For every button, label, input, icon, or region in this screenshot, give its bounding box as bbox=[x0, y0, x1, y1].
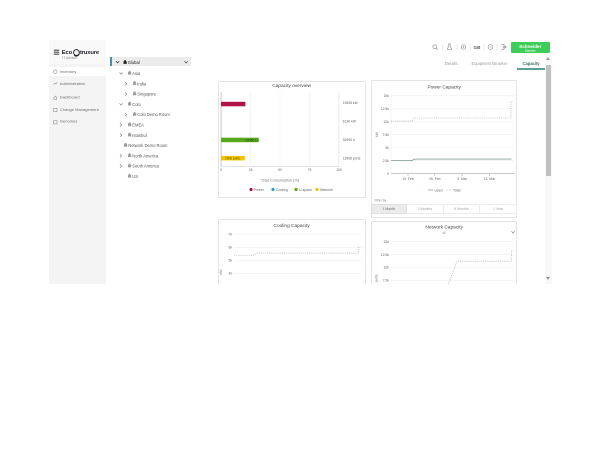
svg-text:5. Mar: 5. Mar bbox=[457, 176, 467, 180]
svg-text:15k: 15k bbox=[383, 93, 389, 97]
svg-text:Power Capacity: Power Capacity bbox=[427, 84, 461, 90]
svg-text:Inventory: Inventory bbox=[60, 69, 78, 74]
svg-text:North America: North America bbox=[132, 153, 159, 158]
svg-text:2.5k: 2.5k bbox=[382, 158, 389, 162]
svg-text:Total: Total bbox=[452, 188, 460, 192]
svg-text:truxure: truxure bbox=[80, 50, 100, 56]
svg-text:4k: 4k bbox=[229, 271, 233, 275]
svg-text:19. Feb: 19. Feb bbox=[402, 176, 414, 180]
svg-text:100: 100 bbox=[336, 168, 342, 172]
svg-text:kW: kW bbox=[375, 131, 379, 137]
svg-text:US: US bbox=[132, 174, 138, 179]
svg-text:ports: ports bbox=[374, 274, 378, 282]
svg-text:6k: 6k bbox=[229, 246, 233, 250]
svg-text:Colo: Colo bbox=[132, 102, 141, 107]
svg-text:Filter by: Filter by bbox=[374, 198, 386, 202]
svg-text:10450 U: 10450 U bbox=[246, 138, 259, 142]
svg-text:Genomes: Genomes bbox=[60, 118, 78, 123]
svg-text:7.5k: 7.5k bbox=[382, 278, 389, 282]
svg-text:75: 75 bbox=[308, 168, 312, 172]
svg-text:Administration: Administration bbox=[60, 81, 86, 86]
svg-text:IT Advisor: IT Advisor bbox=[62, 56, 78, 60]
svg-text:1908 ports: 1908 ports bbox=[225, 157, 240, 161]
svg-text:0: 0 bbox=[387, 171, 389, 175]
svg-text:kW: kW bbox=[219, 269, 223, 275]
svg-text:Total Consumption (%): Total Consumption (%) bbox=[261, 178, 300, 182]
svg-text:6136 kW: 6136 kW bbox=[343, 120, 357, 124]
svg-text:10k: 10k bbox=[383, 265, 389, 269]
svg-text:South America: South America bbox=[132, 164, 159, 169]
svg-text:13908 ports: 13908 ports bbox=[343, 156, 361, 160]
svg-text:12. Mar: 12. Mar bbox=[483, 176, 495, 180]
svg-text:Capacity overview: Capacity overview bbox=[273, 83, 312, 89]
svg-text:EMEA: EMEA bbox=[132, 123, 144, 128]
svg-text:5k: 5k bbox=[229, 258, 233, 262]
svg-text:Dashboard: Dashboard bbox=[60, 94, 80, 99]
svg-text:GB: GB bbox=[474, 45, 482, 50]
svg-text:26. Feb: 26. Feb bbox=[429, 176, 441, 180]
svg-text:Colo Demo Room: Colo Demo Room bbox=[137, 112, 170, 117]
svg-text:Power: Power bbox=[254, 188, 265, 192]
svg-text:Network: Network bbox=[320, 188, 333, 192]
svg-text:Change Management: Change Management bbox=[60, 106, 100, 111]
svg-text:10k: 10k bbox=[383, 119, 389, 123]
svg-text:Used: Used bbox=[434, 188, 442, 192]
svg-text:5k: 5k bbox=[385, 145, 389, 149]
svg-text:12.5k: 12.5k bbox=[380, 106, 389, 110]
svg-text:Asia: Asia bbox=[132, 71, 141, 76]
svg-text:7k: 7k bbox=[229, 232, 233, 236]
svg-text:U-space: U-space bbox=[299, 188, 312, 192]
svg-text:Istanbul: Istanbul bbox=[132, 133, 146, 138]
svg-text:?: ? bbox=[489, 45, 492, 50]
svg-text:Cooling Capacity: Cooling Capacity bbox=[274, 223, 311, 229]
svg-text:Network Demo Room: Network Demo Room bbox=[128, 143, 168, 148]
svg-text:50: 50 bbox=[279, 168, 283, 172]
svg-text:7.5k: 7.5k bbox=[382, 132, 389, 136]
svg-text:India: India bbox=[137, 81, 147, 86]
svg-text:12.5k: 12.5k bbox=[380, 253, 389, 257]
svg-text:15k: 15k bbox=[383, 240, 389, 244]
svg-text:Cooling: Cooling bbox=[276, 188, 288, 192]
svg-text:13608 kW: 13608 kW bbox=[343, 101, 359, 105]
svg-text:Singapore: Singapore bbox=[137, 92, 156, 97]
svg-text:All: All bbox=[442, 231, 446, 235]
svg-text:25: 25 bbox=[249, 168, 253, 172]
svg-text:Eco: Eco bbox=[62, 50, 73, 56]
svg-text:Global: Global bbox=[127, 60, 139, 65]
svg-text:32905 U: 32905 U bbox=[343, 138, 356, 142]
svg-text:Network Capacity: Network Capacity bbox=[425, 224, 463, 230]
svg-text:0: 0 bbox=[221, 168, 223, 172]
